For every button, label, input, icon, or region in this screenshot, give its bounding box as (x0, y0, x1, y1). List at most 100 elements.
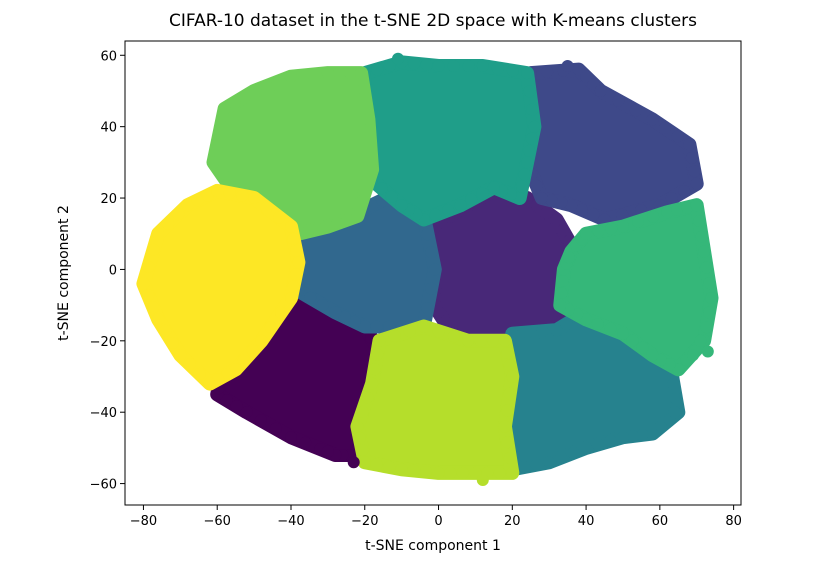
cluster-8-edge-point (506, 466, 519, 479)
cluster-9-edge-point (260, 201, 273, 214)
outlier-points (137, 52, 718, 486)
scatter-point (694, 334, 707, 347)
cluster-4-edge-point (604, 434, 617, 447)
cluster-9-edge-point (147, 301, 160, 314)
cluster-8-edge-point (351, 420, 364, 433)
cluster-8-edge-point (353, 431, 366, 444)
cluster-6-edge-point (646, 349, 659, 362)
cluster-5-edge-point (385, 190, 398, 203)
cluster-6-edge-point (693, 215, 706, 227)
cluster-3-edge-point (428, 263, 441, 276)
cluster-7-edge-point (344, 67, 357, 80)
x-tick-label: −40 (277, 514, 304, 529)
cluster-6-edge-point (698, 245, 711, 258)
scatter-point (668, 406, 681, 419)
cluster-5-edge-point (523, 144, 536, 157)
cluster-7-edge-point (248, 85, 261, 97)
cluster-8-edge-point (503, 387, 516, 400)
cluster-6-edge-point (672, 363, 685, 376)
cluster-9-edge-point (159, 324, 172, 337)
cluster-6-edge-point (554, 299, 567, 312)
cluster-4-edge-point (646, 427, 659, 440)
cluster-6-edge-point (571, 308, 584, 321)
cluster-7-edge-point (285, 70, 297, 83)
cluster-6-edge-point (690, 199, 703, 212)
cluster-9-edge-point (191, 194, 204, 207)
cluster-9-edge-point (152, 313, 165, 326)
cluster-2-edge-point (683, 138, 696, 151)
cluster-8-edge-point (503, 452, 516, 464)
scatter-point (137, 277, 150, 290)
y-tick-label: 60 (100, 49, 117, 64)
cluster-0-edge-point (230, 400, 243, 413)
cluster-2-edge-point (530, 179, 543, 192)
cluster-9-edge-point (203, 377, 216, 390)
cluster-4-edge-point (636, 428, 649, 441)
cluster-4-edge-point (580, 441, 593, 454)
cluster-4-edge-point (560, 318, 573, 330)
cluster-9-edge-point (246, 344, 259, 357)
cluster-3-edge-point (304, 291, 317, 304)
cluster-7-edge-point (341, 213, 354, 226)
cluster-8-edge-point (368, 363, 381, 376)
cluster-3-edge-point (421, 228, 434, 241)
cluster-0-edge-point (299, 436, 312, 449)
cluster-5-edge-point (408, 57, 421, 70)
cluster-8-edge-point (388, 330, 401, 342)
cluster-6-edge-point (592, 225, 605, 238)
cluster-6-edge-point (555, 287, 568, 299)
cluster-8-edge-point (361, 391, 374, 404)
cluster-1-edge-point (541, 206, 554, 219)
cluster-6-edge-point (632, 215, 644, 228)
cluster-5-edge-point (383, 59, 396, 72)
cluster-9-edge-point (223, 187, 236, 200)
cluster-7-edge-point (211, 138, 224, 151)
cluster-7-edge-point (311, 223, 324, 235)
cluster-9-edge-point (142, 260, 155, 273)
cluster-7-edge-point (356, 195, 369, 207)
cluster-6-edge-point (700, 261, 713, 274)
cluster-9-edge-point (287, 280, 300, 293)
cluster-8-edge-point (383, 460, 396, 473)
cluster-7-edge-point (238, 90, 251, 103)
cluster-6-edge-point (563, 251, 575, 264)
scatter-point (687, 349, 699, 362)
cluster-7-edge-point (355, 67, 368, 80)
scatter-point (705, 292, 718, 304)
cluster-6-edge-point (671, 203, 684, 216)
cluster-9-edge-point (264, 321, 277, 334)
y-tick-label: 20 (100, 192, 117, 207)
x-tick-label: −20 (351, 514, 378, 529)
cluster-8-edge-point (356, 405, 369, 418)
cluster-5-edge-point (476, 187, 489, 200)
cluster-8-edge-point (503, 359, 516, 372)
x-tick-label: 40 (578, 514, 595, 529)
cluster-8-edge-point (417, 320, 430, 333)
cluster-4-edge-point (555, 451, 567, 464)
cluster-5-edge-point (491, 62, 504, 75)
cluster-0-edge-point (285, 431, 297, 444)
cluster-7-edge-point (360, 98, 373, 111)
cluster-5-edge-point (395, 199, 408, 212)
cluster-7-edge-point (357, 82, 370, 95)
cluster-8-edge-point (373, 334, 386, 347)
cluster-5-edge-point (521, 67, 534, 80)
cluster-5-edge-point (526, 103, 539, 116)
cluster-4-edge-point (617, 431, 629, 444)
cluster-9-edge-point (285, 292, 297, 304)
cluster-7-edge-point (297, 69, 310, 82)
cluster-3-edge-point (366, 199, 379, 212)
cluster-8-edge-point (407, 464, 420, 477)
x-axis: −80 −60 −40 −20 0 20 40 60 80 (130, 505, 742, 529)
cluster-8-edge-point (358, 456, 371, 469)
cluster-5-edge-point (465, 193, 478, 206)
cluster-5-edge-point (487, 181, 500, 194)
cluster-5-edge-point (506, 64, 519, 77)
cluster-1-edge-point (550, 213, 563, 226)
cluster-3-edge-point (316, 299, 329, 311)
chart-title: CIFAR-10 dataset in the t-SNE 2D space w… (169, 11, 697, 31)
cluster-8-edge-point (498, 420, 511, 433)
cluster-9-edge-point (211, 184, 224, 197)
cluster-9-edge-point (172, 208, 185, 221)
cluster-7-edge-point (260, 80, 273, 93)
